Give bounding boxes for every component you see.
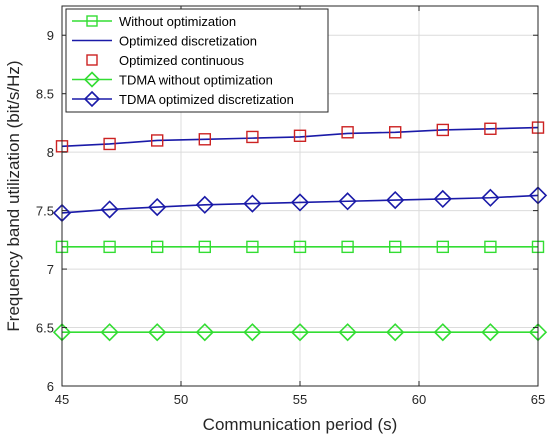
data-point	[433, 323, 452, 342]
legend-marker	[83, 90, 101, 108]
legend-entry: Optimized continuous	[119, 53, 245, 68]
data-point	[386, 190, 405, 210]
data-point	[246, 240, 259, 254]
series-3	[52, 323, 548, 342]
data-point	[290, 193, 310, 212]
data-point	[338, 323, 357, 342]
legend-box	[65, 8, 329, 113]
y-tick-label: 6.5	[36, 321, 54, 336]
legend-marker	[86, 54, 98, 66]
data-point	[389, 240, 402, 254]
x-tick-label: 55	[293, 392, 307, 407]
data-point	[103, 240, 116, 254]
data-point	[148, 197, 167, 217]
y-tick-label: 9	[47, 28, 54, 43]
data-point	[103, 137, 116, 151]
axes	[61, 5, 539, 387]
y-tick-label: 8.5	[36, 87, 54, 102]
y-axis-label: Frequency band utilization (bit/s/Hz)	[4, 60, 23, 331]
data-point	[150, 240, 164, 254]
x-tick-label: 45	[55, 392, 69, 407]
data-point	[100, 200, 119, 219]
data-point	[481, 188, 500, 207]
data-point	[195, 195, 214, 214]
data-point	[150, 134, 164, 147]
series-4	[52, 186, 548, 223]
legend-entry: Without optimization	[119, 14, 236, 29]
data-point	[290, 323, 310, 342]
x-axis-label: Communication period (s)	[203, 415, 398, 434]
legend-marker	[83, 71, 101, 88]
x-tick-label: 50	[174, 392, 188, 407]
data-point	[481, 323, 500, 342]
data-point	[246, 130, 259, 144]
legend-entry: TDMA optimized discretization	[119, 92, 294, 107]
y-tick-label: 7	[47, 262, 54, 277]
data-point	[484, 122, 497, 135]
data-point	[341, 240, 354, 254]
data-point	[386, 323, 405, 342]
data-point	[100, 323, 119, 342]
data-point	[433, 189, 452, 209]
data-point	[389, 126, 402, 139]
data-point	[436, 123, 449, 137]
data-point	[436, 240, 449, 254]
series-1	[61, 126, 539, 148]
series-line	[61, 126, 539, 148]
data-point	[341, 126, 354, 139]
legend: Without optimization Optimized discretiza…	[65, 8, 329, 113]
y-tick-label: 6	[47, 379, 54, 394]
data-point	[293, 129, 307, 142]
x-tick-label: 65	[531, 392, 545, 407]
data-point	[148, 323, 167, 342]
data-point	[198, 133, 212, 146]
data-point	[484, 240, 497, 254]
x-tick-label: 60	[412, 392, 426, 407]
y-tick-label: 8	[47, 145, 54, 160]
data-point	[243, 194, 262, 213]
y-tick-label: 7.5	[36, 204, 54, 219]
series-layer	[52, 121, 548, 342]
data-point	[195, 323, 214, 342]
data-point	[338, 192, 357, 211]
data-point	[243, 323, 262, 342]
data-point	[198, 240, 212, 254]
tick-labels: 45 50 55 60 65 6 6.5 7 7.5 8 8.5 9	[36, 28, 545, 407]
legend-entry: TDMA without optimization	[119, 73, 273, 88]
series-line	[61, 194, 539, 214]
data-point	[293, 240, 307, 254]
legend-marker	[86, 15, 98, 27]
legend-entry: Optimized discretization	[119, 34, 257, 49]
